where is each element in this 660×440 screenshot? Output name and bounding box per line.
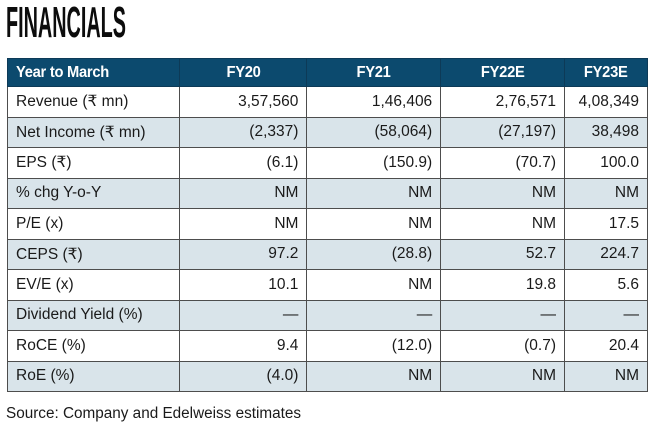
svg-text:FINANCIALS: FINANCIALS [6, 0, 126, 41]
